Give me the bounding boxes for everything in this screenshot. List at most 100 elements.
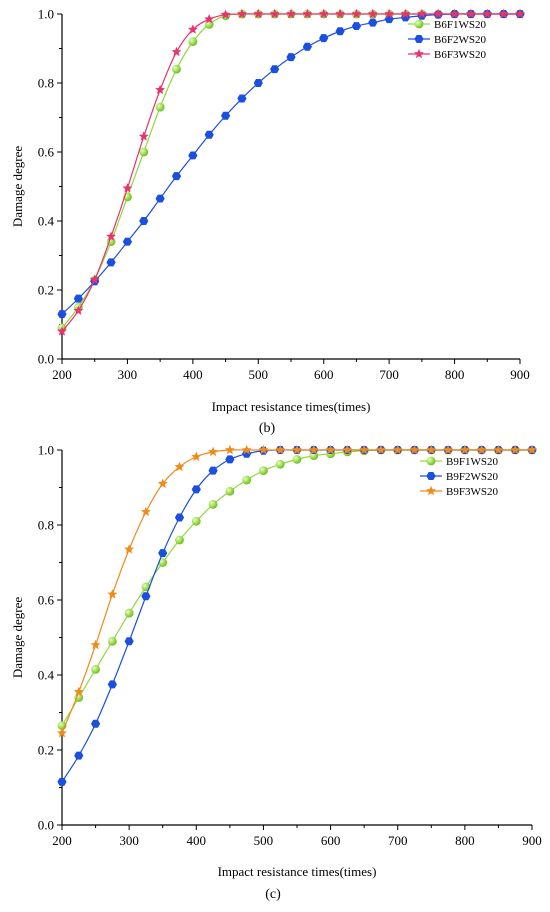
legend-marker [414, 35, 424, 43]
data-point [225, 455, 235, 464]
data-point [253, 8, 264, 19]
data-point [73, 686, 84, 697]
data-point [259, 466, 268, 476]
data-point [325, 444, 336, 455]
data-point [392, 444, 403, 455]
x-tick-label: 300 [118, 367, 138, 382]
data-point [242, 475, 252, 485]
x-tick-label: 800 [445, 367, 465, 382]
data-point [367, 8, 378, 19]
y-tick-label: 0.2 [38, 743, 54, 758]
data-point [124, 544, 135, 554]
y-axis-title: Damage degree [10, 597, 25, 678]
series-B6F3WS20 [57, 8, 525, 336]
x-tick-label: 400 [187, 833, 207, 848]
data-point [409, 444, 420, 455]
data-point [384, 8, 395, 19]
data-point [204, 13, 215, 24]
data-point [89, 274, 100, 284]
y-tick-label: 0.2 [38, 283, 54, 298]
data-point [174, 513, 185, 522]
data-point [90, 719, 101, 728]
data-point [342, 444, 353, 455]
data-point [91, 664, 100, 674]
data-point [319, 34, 329, 43]
x-tick-label: 300 [119, 833, 139, 848]
data-point [515, 8, 525, 19]
data-point [302, 42, 312, 51]
data-point [220, 9, 231, 19]
data-point [124, 608, 134, 618]
data-point [122, 183, 133, 193]
data-point [225, 486, 235, 496]
series-B9F3WS20 [57, 444, 537, 738]
data-point [155, 84, 166, 95]
data-point [171, 172, 182, 181]
chart-panel-b: 200 300 400 500 600 700 800 900 0.0 0.2 0.4 0.6 0.8 1… [10, 7, 530, 437]
x-tick-label: 200 [52, 833, 72, 848]
x-tick-label: 200 [52, 367, 72, 382]
data-point [236, 8, 247, 19]
y-tick-label: 0.0 [38, 818, 54, 833]
x-tick-label: 900 [510, 367, 530, 382]
data-point [208, 499, 218, 509]
x-axis-title: Impact resistance times(times) [212, 399, 371, 414]
data-point [172, 64, 181, 74]
data-point [292, 444, 302, 455]
data-point [258, 444, 269, 455]
legend-label: B6F2WS20 [434, 34, 486, 46]
x-tick-label: 900 [522, 833, 542, 848]
data-point [187, 24, 198, 34]
data-point [375, 444, 386, 455]
data-point [191, 485, 201, 494]
legend-marker [414, 48, 424, 59]
y-tick-label: 0.6 [38, 593, 55, 608]
data-point [416, 8, 427, 19]
data-point [158, 549, 168, 558]
data-point [269, 8, 280, 19]
data-point [90, 639, 101, 650]
data-point [106, 258, 116, 267]
legend-marker [426, 472, 436, 480]
legend: B6F1WS20 B6F2WS20 B6F3WS20 [408, 19, 486, 61]
y-tick-label: 0.4 [38, 214, 55, 229]
data-point [188, 151, 198, 160]
data-point [241, 444, 252, 455]
data-point [335, 8, 346, 19]
data-point [174, 461, 185, 472]
data-point [449, 8, 460, 19]
y-tick-label: 1.0 [38, 7, 54, 22]
data-point [459, 444, 470, 455]
data-point [318, 8, 329, 19]
x-axis-title: Impact resistance times(times) [218, 864, 377, 879]
data-point [426, 444, 437, 455]
legend-label: B9F1WS20 [446, 456, 498, 468]
data-point [286, 53, 296, 62]
data-point [443, 444, 454, 455]
data-point [140, 506, 151, 517]
y-tick-label: 0.8 [38, 518, 54, 533]
data-point [139, 217, 149, 225]
data-point [302, 8, 313, 19]
data-point [253, 79, 263, 87]
data-point [74, 751, 84, 760]
data-point [292, 454, 302, 464]
data-point [433, 8, 444, 19]
x-tick-label: 700 [379, 367, 399, 382]
data-point [308, 444, 319, 455]
legend: B9F1WS20 B9F2WS20 B9F3WS20 [420, 456, 498, 498]
data-point [220, 111, 231, 120]
chart-panel-c: 200 300 400 500 600 700 800 900 0.0 0.2 0.4 0.6 0.8 1… [10, 443, 542, 903]
data-point [270, 65, 280, 74]
data-point [57, 777, 67, 786]
data-point [139, 147, 149, 157]
x-tick-label: 800 [455, 833, 475, 848]
data-point [335, 27, 345, 36]
panel-label: (c) [265, 887, 281, 902]
legend-marker [426, 456, 436, 466]
x-tick-label: 500 [249, 367, 269, 382]
data-point [191, 451, 202, 461]
data-point [107, 636, 117, 646]
data-point [237, 94, 247, 103]
data-point [158, 558, 168, 567]
